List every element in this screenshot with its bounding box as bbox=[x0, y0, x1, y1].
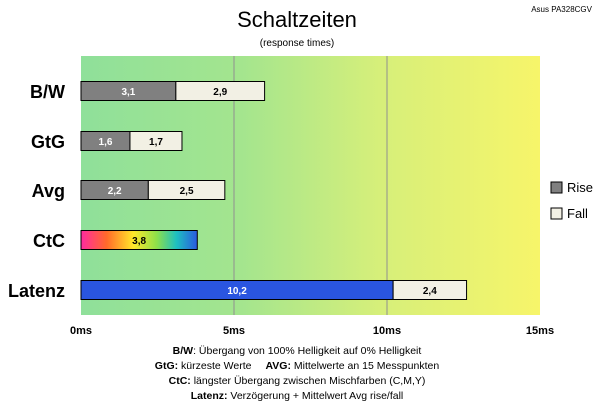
data-label-fall: 2,9 bbox=[213, 87, 227, 98]
legend-label-rise: Rise bbox=[567, 180, 593, 195]
category-label: CtC bbox=[33, 231, 65, 251]
x-tick-label: 15ms bbox=[526, 325, 554, 337]
legend: Rise Fall bbox=[550, 180, 593, 221]
category-label: B/W bbox=[30, 82, 65, 102]
monitor-model-label: Asus PA328CGV bbox=[531, 5, 592, 14]
category-label: Latenz bbox=[8, 281, 65, 301]
chart-subtitle: (response times) bbox=[260, 38, 334, 49]
bars: 3,1 2,9 1,6 1,7 2,2 2,5 3,8 10,2 2,4 bbox=[80, 81, 468, 300]
bar-rise bbox=[80, 230, 198, 250]
x-tick-label: 5ms bbox=[223, 325, 245, 337]
data-label-fall: 2,4 bbox=[423, 286, 437, 297]
data-label-fall: 1,7 bbox=[149, 137, 163, 148]
footer-ctc-term: CtC: bbox=[169, 375, 191, 387]
bar-fall bbox=[147, 180, 226, 200]
footer-line-latenz: Latenz: Verzögerung + Mittelwert Avg ris… bbox=[191, 390, 404, 402]
data-label-rise: 3,1 bbox=[121, 87, 135, 98]
legend-swatch-rise bbox=[550, 181, 563, 194]
footer-gtg-term: GtG: bbox=[155, 360, 178, 372]
bar-fall bbox=[392, 280, 468, 300]
footer-latenz-term: Latenz: bbox=[191, 390, 228, 402]
footer-latenz-text: Verzögerung + Mittelwert Avg rise/fall bbox=[227, 390, 403, 402]
category-label: GtG bbox=[31, 132, 65, 152]
x-tick-labels: 0ms 5ms 10ms 15ms bbox=[70, 325, 554, 337]
footer-avg-text: Mittelwerte an 15 Messpunkten bbox=[291, 360, 439, 372]
footer-line-gtg-avg: GtG: kürzeste Werte AVG: Mittelwerte an 1… bbox=[155, 360, 440, 372]
data-label-rise: 1,6 bbox=[99, 137, 113, 148]
data-label-rise: 10,2 bbox=[227, 286, 247, 297]
data-label-fall: 2,5 bbox=[180, 186, 194, 197]
data-label-rise: 2,2 bbox=[108, 186, 122, 197]
legend-label-fall: Fall bbox=[567, 206, 588, 221]
footer-line-ctc: CtC: längster Übergang zwischen Mischfar… bbox=[169, 375, 426, 387]
bar-fall bbox=[129, 131, 183, 151]
footer-bw-term: B/W bbox=[173, 345, 194, 357]
footer-bw-text: : Übergang von 100% Helligkeit auf 0% He… bbox=[193, 345, 421, 357]
bar-fall bbox=[175, 81, 266, 101]
footer-avg-term: AVG: bbox=[265, 360, 290, 372]
data-label-rise: 3,8 bbox=[132, 236, 146, 247]
footer-ctc-text: längster Übergang zwischen Mischfarben (… bbox=[191, 375, 426, 387]
footer-notes: B/W: Übergang von 100% Helligkeit auf 0%… bbox=[155, 345, 440, 402]
category-label: Avg bbox=[32, 181, 65, 201]
x-tick-label: 0ms bbox=[70, 325, 92, 337]
category-labels: B/W GtG Avg CtC Latenz bbox=[8, 82, 65, 301]
footer-gtg-text: kürzeste Werte bbox=[178, 360, 251, 372]
legend-swatch-fall bbox=[550, 207, 563, 220]
chart-title: Schaltzeiten bbox=[237, 7, 357, 32]
footer-line-bw: B/W: Übergang von 100% Helligkeit auf 0%… bbox=[173, 345, 422, 357]
x-tick-label: 10ms bbox=[373, 325, 401, 337]
